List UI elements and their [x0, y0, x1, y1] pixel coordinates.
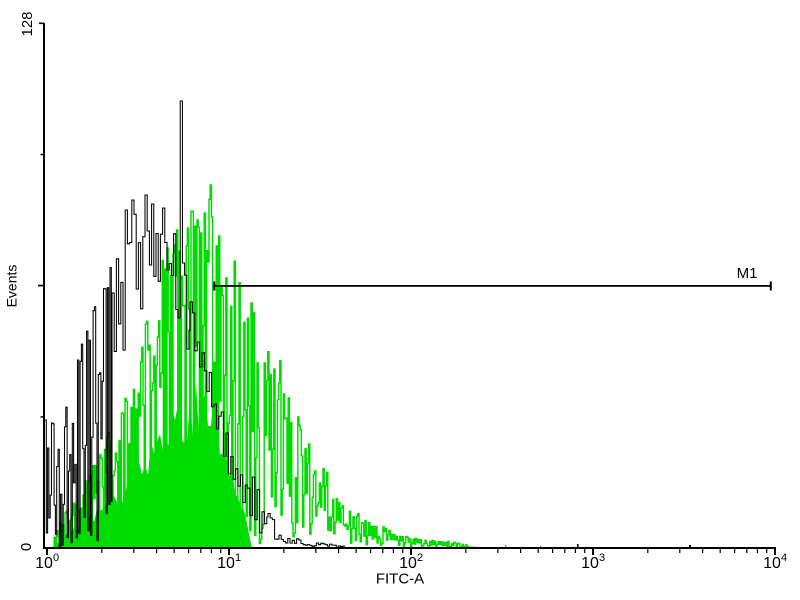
svg-text:M1: M1 [737, 265, 758, 282]
svg-text:0: 0 [53, 552, 59, 564]
svg-text:128: 128 [19, 11, 36, 36]
svg-text:Events: Events [4, 265, 20, 308]
svg-text:10: 10 [217, 555, 235, 572]
svg-text:10: 10 [763, 555, 781, 572]
svg-text:10: 10 [399, 555, 417, 572]
svg-text:3: 3 [599, 552, 605, 564]
svg-text:FITC-A: FITC-A [376, 571, 424, 588]
svg-text:10: 10 [35, 555, 53, 572]
svg-text:4: 4 [781, 552, 787, 564]
svg-text:10: 10 [581, 555, 599, 572]
svg-text:0: 0 [18, 543, 35, 551]
svg-text:2: 2 [417, 552, 423, 564]
svg-text:1: 1 [235, 552, 241, 564]
